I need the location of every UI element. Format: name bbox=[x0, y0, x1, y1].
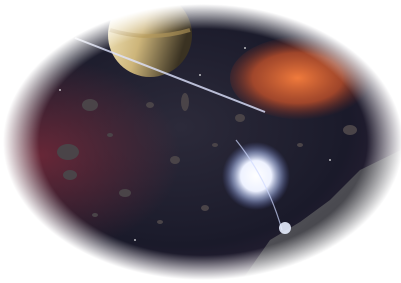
asteroid bbox=[92, 213, 98, 217]
asteroid bbox=[235, 114, 245, 122]
star-dot bbox=[199, 74, 201, 76]
asteroid bbox=[343, 125, 357, 135]
space-image bbox=[0, 0, 401, 283]
star-dot bbox=[244, 47, 246, 49]
asteroid bbox=[82, 99, 98, 111]
star-dot bbox=[134, 239, 136, 241]
asteroid bbox=[212, 143, 218, 147]
white-star bbox=[222, 142, 290, 210]
asteroid bbox=[57, 144, 79, 160]
asteroid bbox=[157, 220, 163, 224]
asteroid bbox=[63, 170, 77, 180]
asteroid bbox=[170, 156, 180, 164]
oval-vignette bbox=[0, 0, 401, 283]
asteroid bbox=[107, 133, 113, 137]
asteroid bbox=[119, 189, 131, 197]
asteroid bbox=[181, 93, 189, 111]
page: (() => { const data = JSON.parse(documen… bbox=[0, 0, 401, 283]
surface-glow bbox=[279, 222, 291, 234]
star-dot bbox=[329, 159, 331, 161]
asteroid bbox=[297, 143, 303, 147]
star-dot bbox=[59, 89, 61, 91]
asteroid bbox=[146, 102, 154, 108]
asteroid bbox=[201, 205, 209, 211]
